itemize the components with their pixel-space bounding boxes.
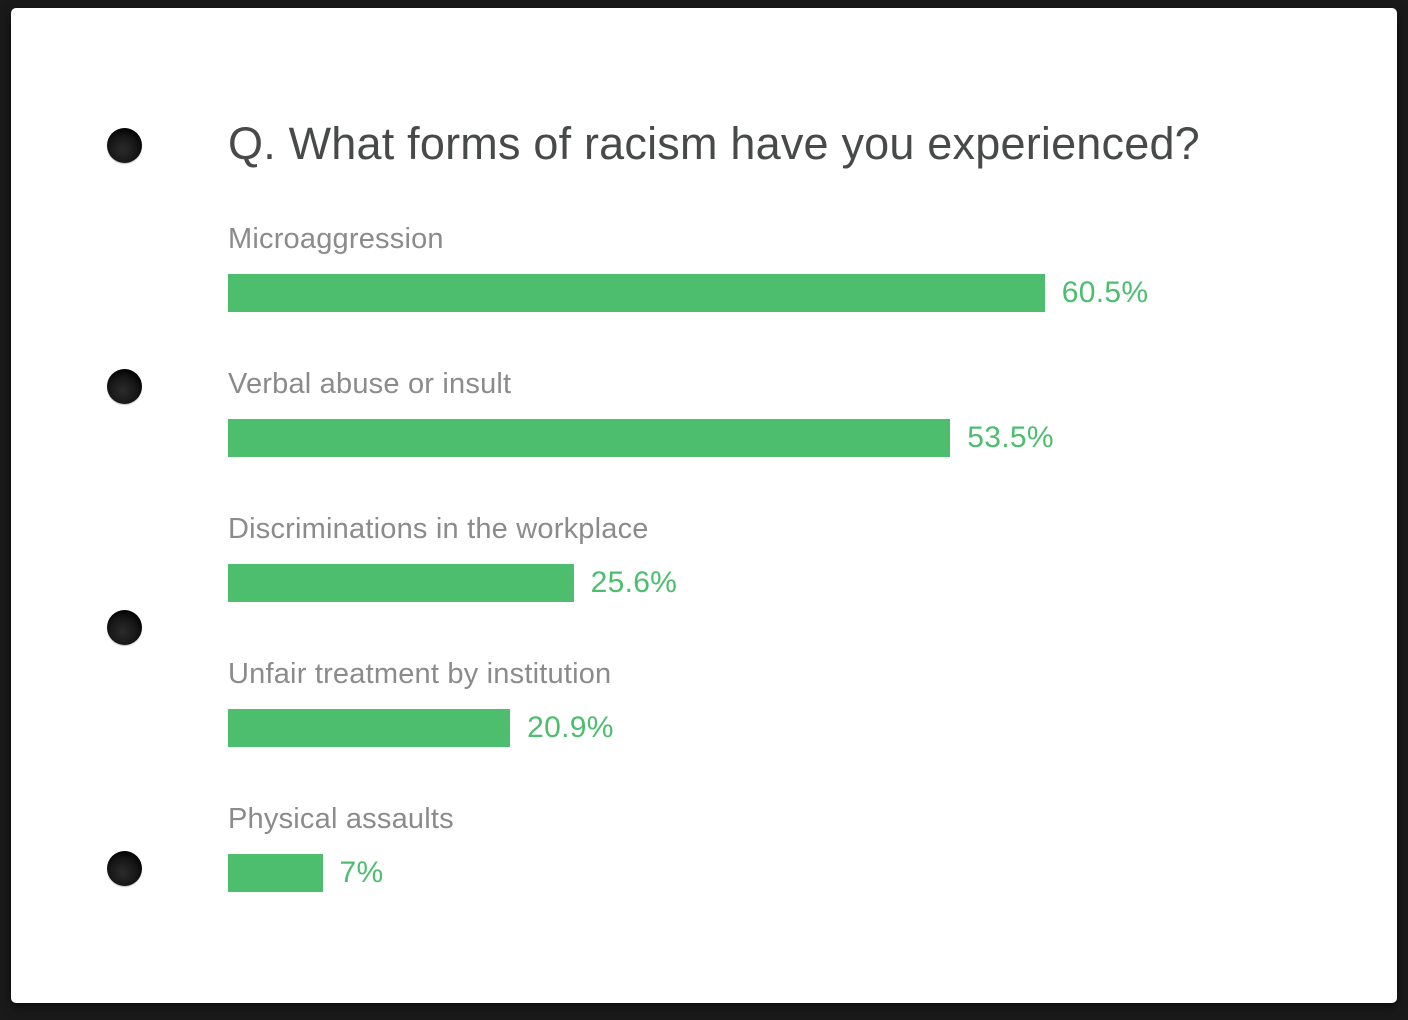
bar-line: 20.9% (228, 709, 1348, 747)
bar-line: 25.6% (228, 564, 1348, 602)
bar-chart: Microaggression 60.5% Verbal abuse or insu… (228, 222, 1348, 892)
chart-content: Q. What forms of racism have you experie… (228, 118, 1348, 947)
bar (228, 564, 574, 602)
binder-hole (107, 128, 142, 163)
category-label: Discriminations in the workplace (228, 513, 649, 545)
category-label: Microaggression (228, 223, 444, 255)
bar (228, 854, 323, 892)
bar-line: 60.5% (228, 274, 1348, 312)
question-title: Q. What forms of racism have you experie… (228, 118, 1200, 169)
value-label: 60.5% (1061, 276, 1149, 309)
chart-row: Microaggression 60.5% (228, 222, 1348, 312)
bar-line: 53.5% (228, 419, 1348, 457)
value-label: 7% (339, 856, 384, 889)
category-label: Unfair treatment by institution (228, 658, 612, 690)
value-label: 25.6% (590, 566, 678, 599)
chart-row: Discriminations in the workplace 25.6% (228, 512, 1348, 602)
value-label: 53.5% (967, 421, 1054, 454)
category-label: Physical assaults (228, 803, 454, 835)
binder-hole (107, 610, 142, 645)
binder-hole (107, 369, 142, 404)
category-label: Verbal abuse or insult (228, 368, 512, 400)
chart-row: Unfair treatment by institution 20.9% (228, 657, 1348, 747)
chart-row: Physical assaults 7% (228, 802, 1348, 892)
chart-row: Verbal abuse or insult 53.5% (228, 367, 1348, 457)
bar (228, 419, 951, 457)
bar (228, 709, 511, 747)
report-page: Q. What forms of racism have you experie… (11, 8, 1397, 1003)
bar (228, 274, 1045, 312)
value-label: 20.9% (527, 711, 614, 744)
bar-line: 7% (228, 854, 1348, 892)
binder-hole (107, 851, 142, 886)
